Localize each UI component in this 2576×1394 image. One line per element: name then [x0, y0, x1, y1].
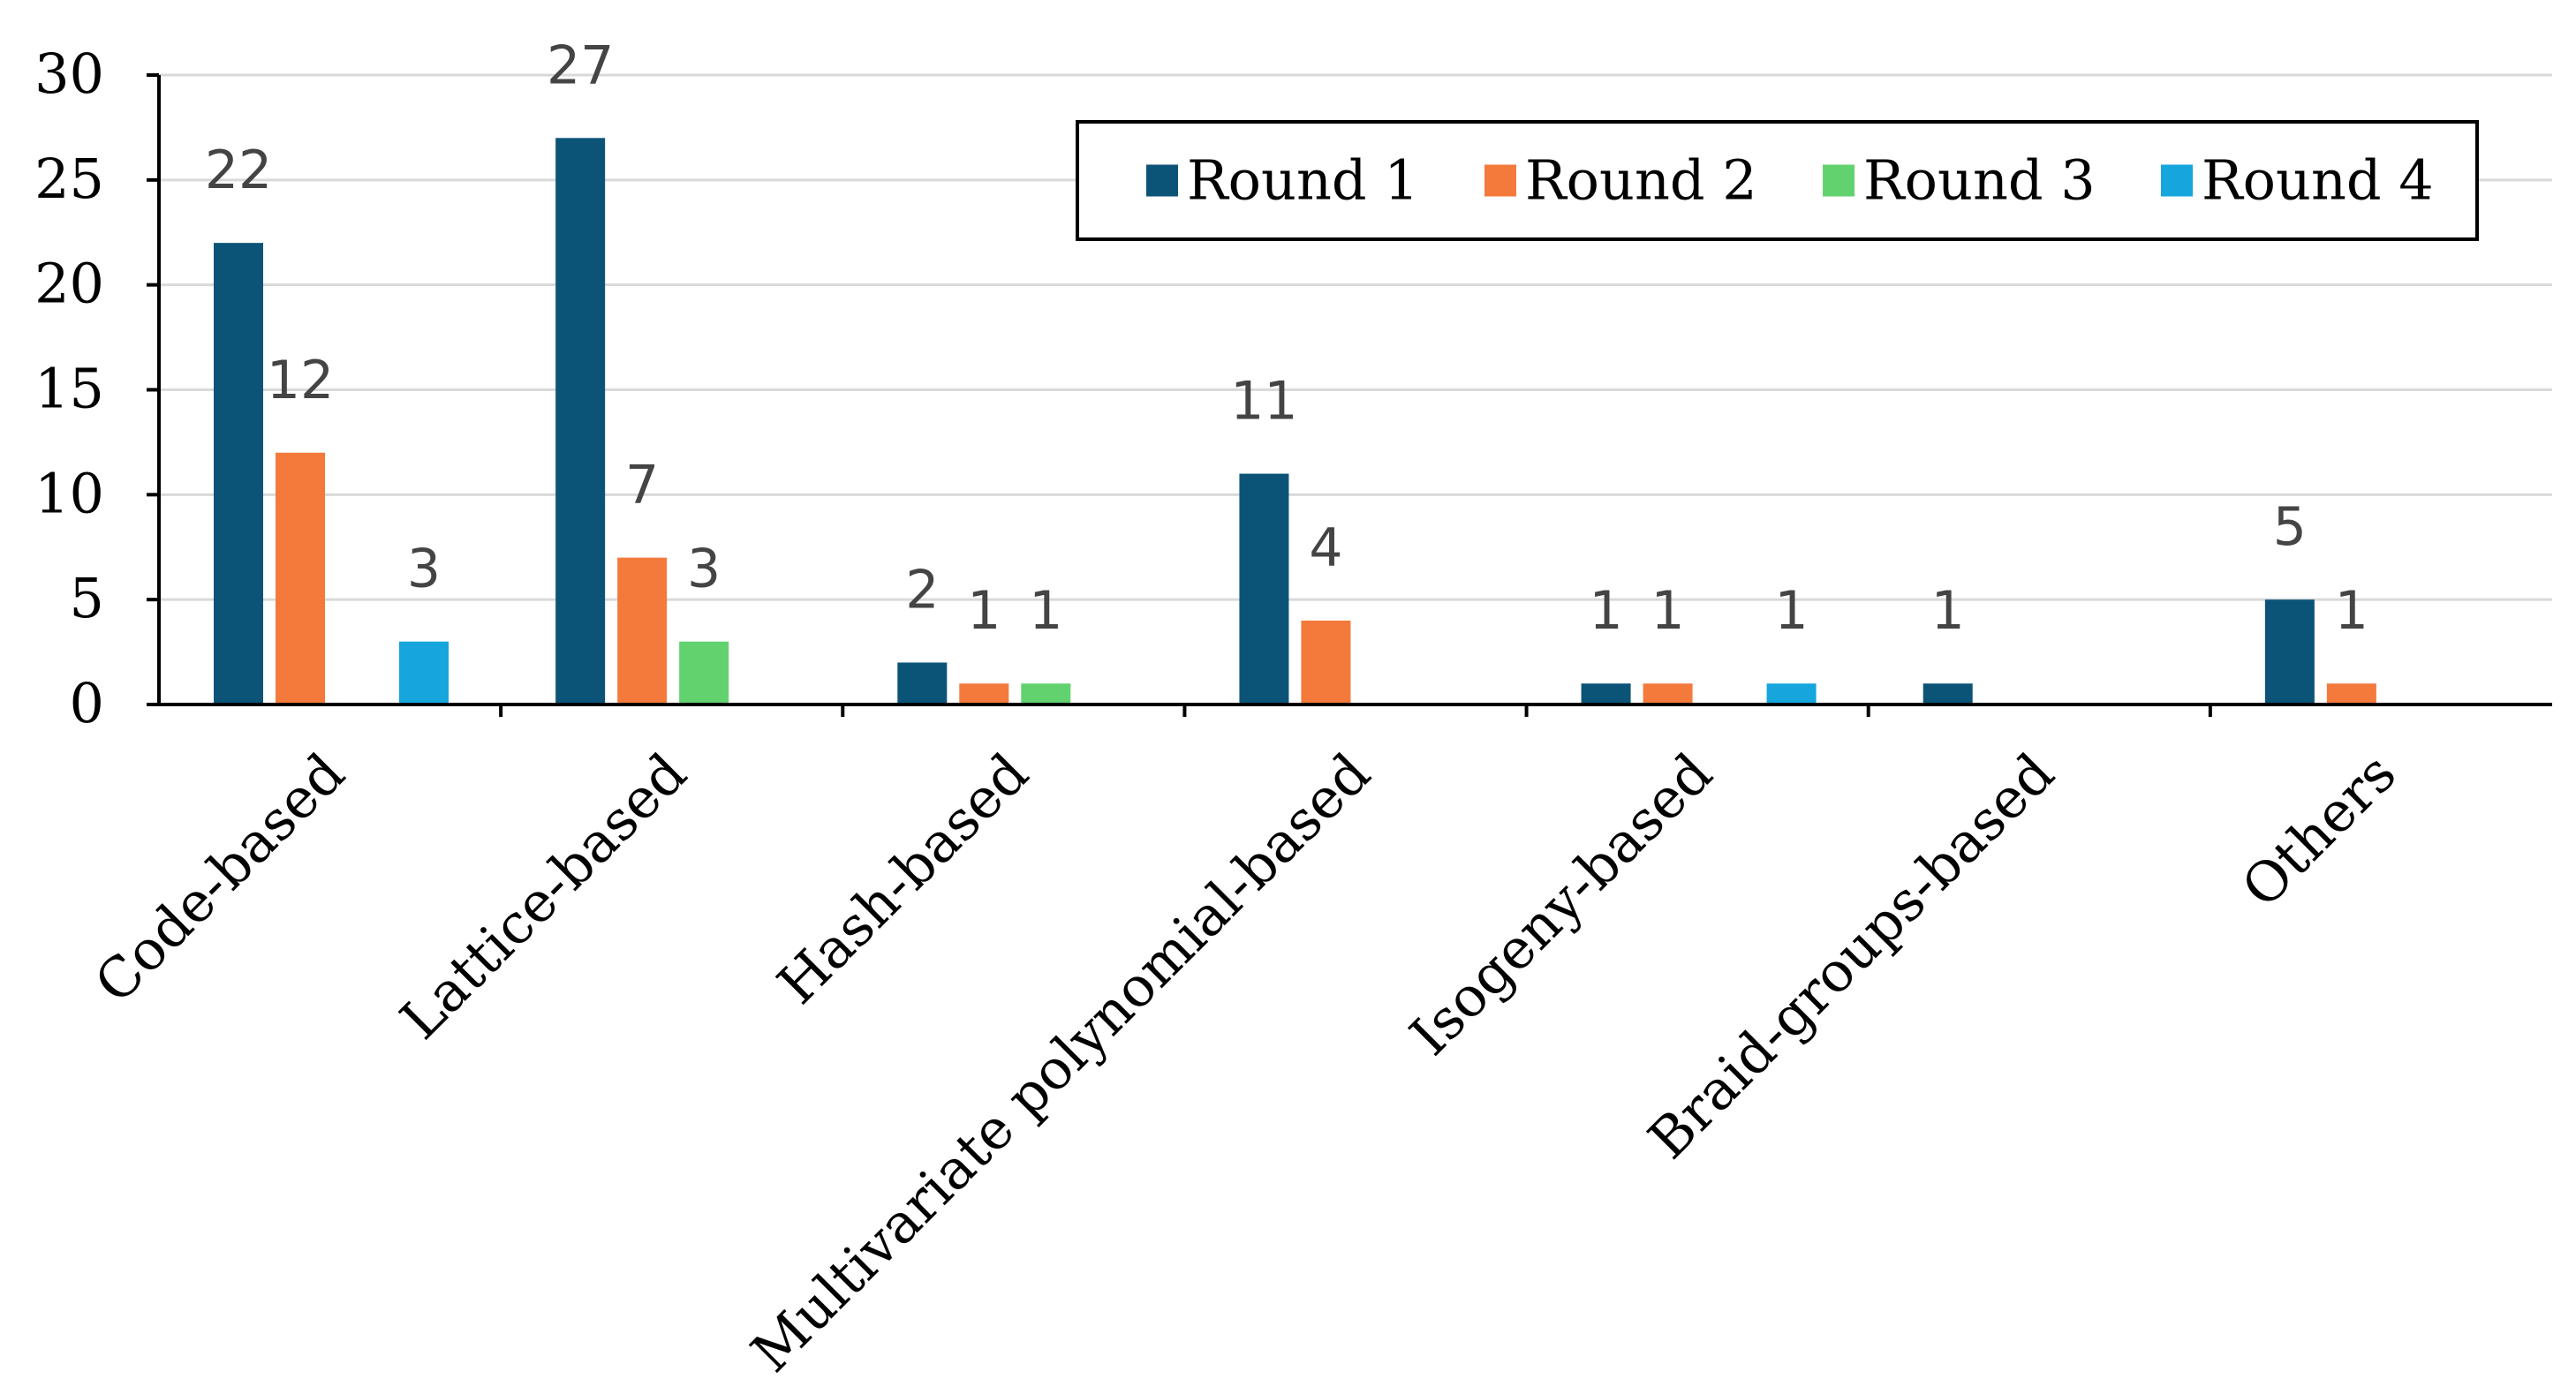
bar-round-2-lattice-based	[617, 557, 668, 705]
data-label: 12	[267, 350, 334, 411]
data-label: 27	[547, 34, 614, 96]
legend-swatch-round-3	[1823, 164, 1855, 197]
data-label: 22	[205, 139, 272, 201]
bar-round-2-code-based	[276, 452, 325, 705]
y-tick-label: 20	[34, 252, 104, 316]
bar-round-3-lattice-based	[679, 641, 729, 705]
y-tick-label: 0	[70, 671, 104, 735]
data-label: 1	[2335, 580, 2368, 642]
legend: Round 1 Round 2 Round 3 Round 4	[1076, 120, 2479, 241]
data-label: 5	[2273, 496, 2307, 558]
bar-round-1-braid-groups-based	[1923, 683, 1973, 705]
data-label: 1	[1651, 580, 1684, 642]
data-label: 1	[1029, 580, 1062, 642]
axes	[147, 73, 2552, 717]
data-label: 3	[687, 539, 721, 600]
x-tick-label: Code-based	[82, 741, 357, 1015]
bar-round-1-lattice-based	[555, 138, 606, 705]
bar-round-4-code-based	[399, 641, 449, 705]
x-tick-label: Isogeny-based	[1397, 741, 1724, 1067]
y-tick-labels: 0 5 10 15 20 25 30	[34, 41, 104, 735]
bar-round-1-hash-based	[897, 662, 948, 705]
data-label: 2	[905, 559, 939, 621]
data-label: 1	[1931, 580, 1965, 642]
data-label: 11	[1230, 371, 1297, 433]
bar-round-2-hash-based	[959, 683, 1009, 705]
data-label: 1	[1774, 580, 1808, 642]
bar-round-2-isogeny-based	[1643, 683, 1693, 705]
legend-box	[1076, 120, 2479, 241]
x-tick-label: Hash-based	[765, 741, 1040, 1016]
bar-round-3-hash-based	[1021, 683, 1071, 705]
y-tick-label: 10	[34, 461, 104, 525]
y-tick-label: 25	[34, 147, 104, 211]
y-tick-label: 15	[34, 357, 104, 421]
legend-swatch-round-2	[1484, 164, 1516, 197]
bar-round-2-multivariate-polynomial-based	[1301, 620, 1351, 705]
bar-round-1-code-based	[214, 243, 263, 705]
data-label: 1	[1589, 580, 1622, 642]
legend-label-round-3: Round 3	[1863, 148, 2096, 213]
data-label: 1	[967, 580, 1001, 642]
x-tick-label: Lattice-based	[388, 741, 699, 1051]
data-label: 7	[625, 455, 659, 516]
x-tick-label: Multivariate polynomial-based	[739, 741, 1383, 1384]
bar-round-2-others	[2326, 683, 2376, 705]
bar-round-4-isogeny-based	[1766, 683, 1817, 705]
data-label: 4	[1309, 517, 1342, 579]
bar-round-1-multivariate-polynomial-based	[1239, 473, 1289, 705]
legend-swatch-round-1	[1146, 164, 1178, 197]
legend-label-round-4: Round 4	[2202, 148, 2434, 213]
x-tick-labels: Code-based Lattice-based Hash-basedMultiva…	[82, 741, 2408, 1384]
legend-swatch-round-4	[2161, 164, 2193, 197]
x-tick-label: Others	[2229, 741, 2408, 920]
data-label: 3	[407, 539, 441, 600]
bars	[214, 138, 2376, 705]
legend-label-round-1: Round 1	[1187, 148, 1419, 213]
y-tick-label: 5	[70, 566, 104, 630]
y-tick-label: 30	[34, 41, 104, 106]
bar-round-1-others	[2264, 599, 2315, 705]
legend-label-round-2: Round 2	[1525, 148, 1757, 213]
bar-round-1-isogeny-based	[1581, 683, 1631, 705]
